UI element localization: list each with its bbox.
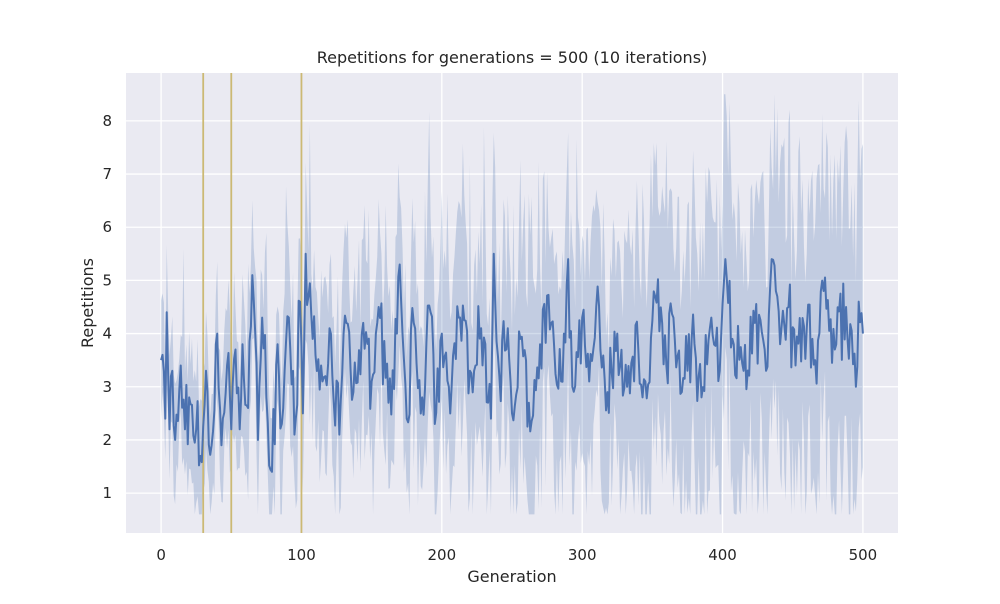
y-tick-label: 8	[102, 112, 112, 130]
tick-layer: 0 100 200 300 400 500 1 2 3 4 5 6 7 8	[102, 112, 877, 564]
y-tick-label: 5	[102, 271, 112, 289]
y-tick-label: 1	[102, 484, 112, 502]
x-tick-label: 500	[849, 546, 878, 564]
y-tick-label: 3	[102, 378, 112, 396]
mean-line	[160, 252, 864, 473]
y-tick-label: 6	[102, 218, 112, 236]
x-tick-label: 100	[287, 546, 316, 564]
line-layer	[160, 252, 864, 473]
x-tick-label: 0	[156, 546, 166, 564]
y-axis-label: Repetitions	[78, 258, 97, 348]
x-tick-label: 400	[708, 546, 737, 564]
chart-title: Repetitions for generations = 500 (10 it…	[317, 48, 708, 67]
y-tick-label: 2	[102, 431, 112, 449]
vline-layer	[202, 73, 303, 533]
y-tick-label: 7	[102, 165, 112, 183]
x-tick-label: 200	[427, 546, 456, 564]
x-axis-label: Generation	[467, 567, 556, 586]
y-tick-label: 4	[102, 325, 112, 343]
x-tick-label: 300	[568, 546, 597, 564]
